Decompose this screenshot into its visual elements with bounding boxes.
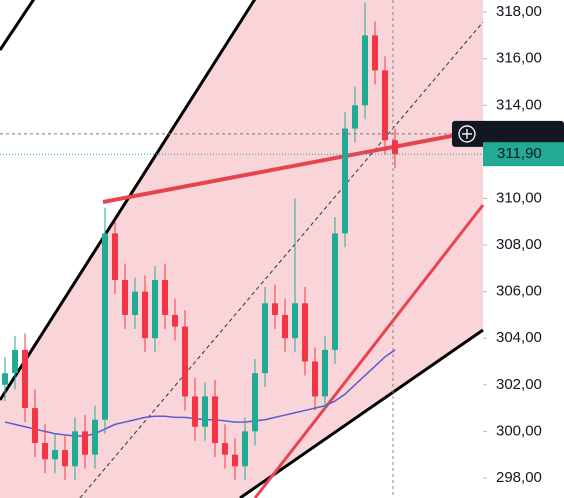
candle-body	[332, 233, 338, 350]
candle-body	[342, 128, 348, 234]
last-price-label: 311,90	[497, 145, 542, 162]
candle-body	[172, 314, 178, 327]
channel-upper	[0, 0, 257, 401]
price-axis: 298,00 300,00 302,00 304,00 306,00 308,00 310,…	[452, 3, 564, 486]
y-tick-label: 302,00	[496, 376, 542, 393]
candle-body	[52, 450, 58, 460]
candle-body	[292, 303, 298, 339]
trend-line	[102, 128, 484, 204]
candle-body	[122, 279, 128, 315]
candle-body	[382, 70, 388, 141]
y-tick-label: 306,00	[496, 283, 542, 300]
candle-body	[192, 396, 198, 427]
candle-body	[72, 431, 78, 467]
candle-body	[322, 349, 328, 397]
candle-body	[12, 349, 18, 374]
candle-body	[392, 140, 398, 155]
candle-body	[2, 373, 8, 385]
moving-average	[4, 349, 396, 437]
y-tick-label: 310,00	[496, 189, 542, 206]
y-tick-label: 316,00	[496, 50, 542, 67]
add-icon-plus	[462, 128, 472, 139]
last-price-box	[483, 142, 564, 167]
y-tick-label: 298,00	[496, 469, 542, 486]
channel-lower	[239, 328, 484, 498]
y-tick-label: 318,00	[496, 3, 542, 20]
candle-body	[282, 314, 288, 339]
candle-body	[112, 233, 118, 280]
add-icon	[458, 125, 476, 143]
y-tick-label: 314,00	[496, 96, 542, 113]
candle-body	[22, 349, 28, 409]
candle-body	[142, 291, 148, 339]
channel-upper-outer	[0, 0, 36, 51]
candle-body	[92, 419, 98, 455]
candle-body	[222, 443, 228, 455]
candle-body	[32, 408, 38, 444]
candle-body	[82, 431, 88, 455]
channel-midline	[79, 21, 484, 498]
candle-body	[362, 35, 368, 106]
candle-body	[352, 105, 358, 129]
candle-body	[162, 279, 168, 315]
candle-body	[152, 279, 158, 339]
candle-body	[132, 291, 138, 315]
candle-body	[42, 443, 48, 460]
candle-body	[302, 303, 308, 362]
candle-body	[102, 233, 108, 420]
candle-body	[212, 396, 218, 444]
candle-body	[262, 303, 268, 374]
channel-fill	[0, 0, 483, 498]
candle-body	[312, 361, 318, 397]
candle-body	[62, 450, 68, 467]
crosshair-box	[452, 120, 564, 147]
channel-lower-red	[253, 204, 485, 498]
candle-body	[372, 35, 378, 71]
candle-body	[182, 326, 188, 397]
candle-body	[242, 431, 248, 467]
y-tick-label: 308,00	[496, 236, 542, 253]
candle-body	[232, 454, 238, 467]
y-tick-label: 300,00	[496, 422, 542, 439]
candle-body	[272, 303, 278, 315]
candle-body	[202, 396, 208, 427]
y-tick-label: 304,00	[496, 329, 542, 346]
candle-body	[252, 373, 258, 432]
plot	[0, 2, 483, 481]
crosshair-label: 312,77	[497, 125, 543, 142]
